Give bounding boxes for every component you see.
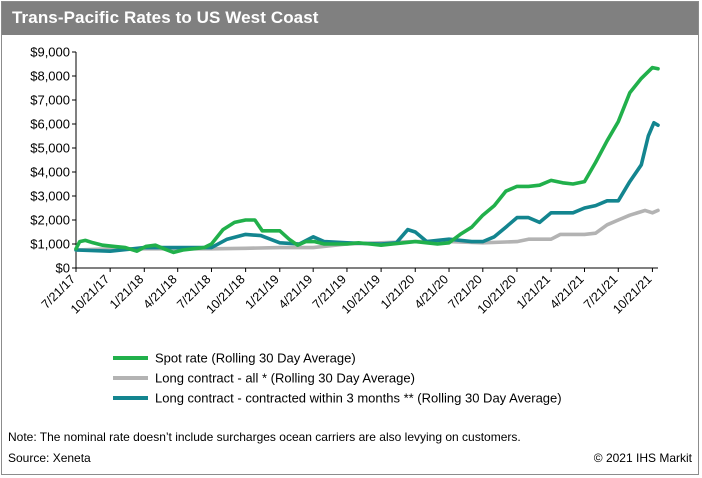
y-tick-label: $3,000 (30, 189, 70, 204)
y-tick-label: $4,000 (30, 165, 70, 180)
source-text: Source: Xeneta (8, 451, 91, 465)
x-tick-label: 1/21/20 (378, 272, 417, 311)
footnote: Note: The nominal rate doesn’t include s… (8, 430, 521, 444)
line-chart: $0$1,000$2,000$3,000$4,000$5,000$6,000$7… (0, 0, 702, 478)
y-tick-label: $1,000 (30, 237, 70, 252)
y-tick-label: $8,000 (30, 69, 70, 84)
legend-label-1: Long contract - all * (Rolling 30 Day Av… (155, 371, 415, 386)
y-tick-label: $2,000 (30, 213, 70, 228)
x-tick-label: 4/21/20 (412, 272, 451, 311)
series-line-2 (76, 123, 658, 251)
x-tick-label: 4/21/18 (140, 272, 179, 311)
y-tick-label: $5,000 (30, 141, 70, 156)
x-tick-label: 4/21/21 (547, 272, 586, 311)
legend-label-2: Long contract - contracted within 3 mont… (155, 391, 562, 406)
x-tick-label: 1/21/18 (107, 272, 146, 311)
x-tick-label: 1/21/21 (514, 272, 553, 311)
copyright-text: © 2021 IHS Markit (594, 451, 692, 465)
y-tick-label: $7,000 (30, 93, 70, 108)
legend-label-0: Spot rate (Rolling 30 Day Average) (155, 351, 356, 366)
y-tick-label: $6,000 (30, 117, 70, 132)
x-tick-label: 4/21/19 (276, 272, 315, 311)
x-tick-label: 1/21/19 (242, 272, 281, 311)
series-line-0 (76, 68, 658, 253)
y-tick-label: $9,000 (30, 45, 70, 60)
